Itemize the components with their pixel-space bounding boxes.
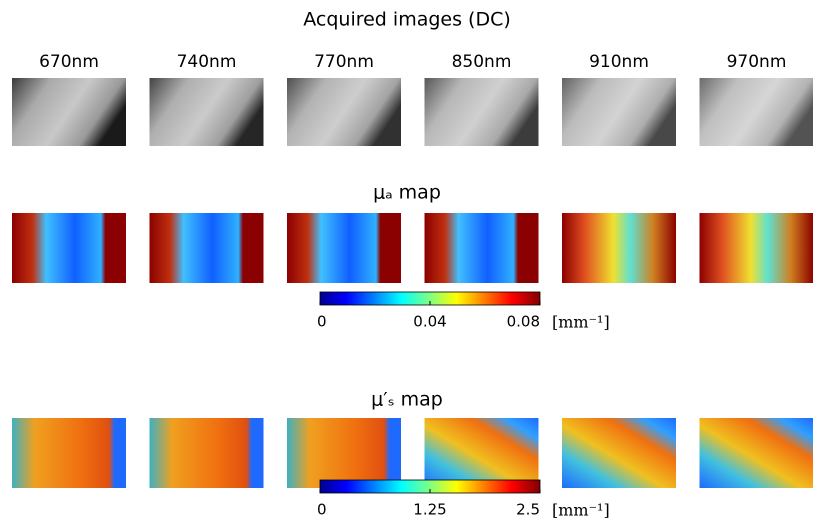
dc-image — [562, 78, 676, 146]
absorption-map — [562, 213, 676, 283]
scattering-map — [12, 418, 126, 488]
colorbar-tick-label: 2.5 — [516, 501, 540, 519]
wavelength-label: 740nm — [177, 52, 237, 72]
absorption-map — [424, 213, 539, 283]
wavelength-label: 850nm — [452, 52, 512, 72]
dc-image — [424, 78, 539, 146]
colorbar-unit: [mm⁻¹] — [552, 501, 610, 520]
colorbar-tick-label: 0 — [317, 313, 327, 331]
colorbar-tick-label: 1.25 — [413, 501, 446, 519]
dc-image — [12, 78, 126, 146]
dc-image — [149, 78, 264, 146]
map-title: μ′ₛ map — [371, 389, 443, 411]
absorption-map — [287, 213, 401, 283]
absorption-map — [149, 213, 264, 283]
dc-image — [699, 78, 813, 146]
scattering-map — [149, 418, 264, 488]
colorbar-tick-label: 0.04 — [413, 313, 446, 331]
colorbar-tick-label: 0.08 — [507, 313, 540, 331]
dc-image — [287, 78, 401, 146]
colorbar-tick-label: 0 — [317, 501, 327, 519]
map-title: μₐ map — [373, 182, 441, 204]
absorption-map — [12, 213, 126, 283]
wavelength-label: 910nm — [589, 52, 649, 72]
colorbar-unit: [mm⁻¹] — [552, 313, 610, 332]
scattering-map — [699, 418, 813, 488]
scattering-map — [424, 418, 539, 488]
scattering-map — [287, 418, 401, 488]
wavelength-label: 770nm — [314, 52, 374, 72]
figure-title: Acquired images (DC) — [303, 9, 511, 31]
wavelength-label: 970nm — [727, 52, 787, 72]
absorption-map — [699, 213, 813, 283]
scattering-map — [562, 418, 676, 488]
wavelength-label: 670nm — [39, 52, 99, 72]
